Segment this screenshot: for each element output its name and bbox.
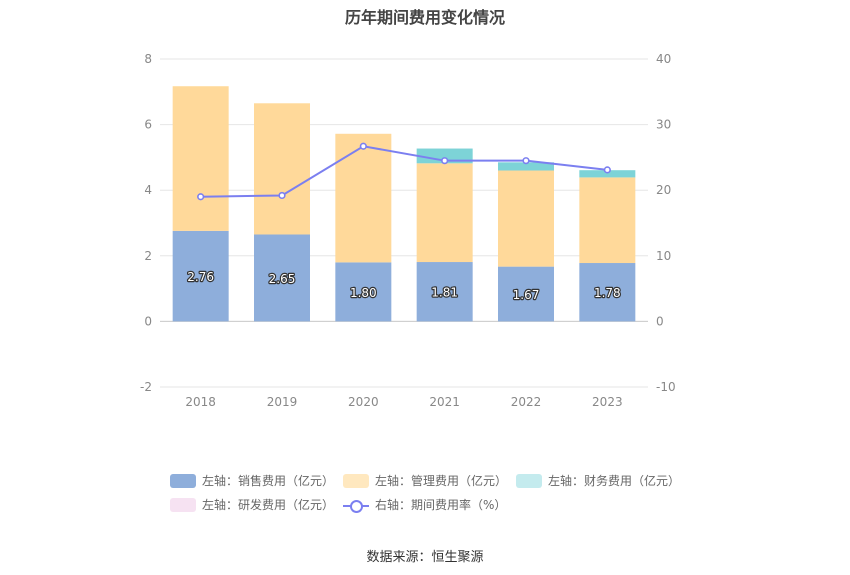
bar-finance (579, 170, 636, 178)
rate-point (359, 142, 367, 150)
x-tick-label: 2023 (592, 395, 623, 409)
bar-value-label: 1.67 (513, 288, 540, 302)
legend-swatch-sales (170, 473, 196, 488)
bar-sales (579, 263, 636, 322)
legend-label-sales: 左轴：销售费用（亿元） (202, 474, 335, 488)
bar-admin (498, 170, 554, 267)
legend-swatch-admin (343, 473, 369, 488)
bar-value-label: 2.76 (187, 270, 214, 284)
bar-value-label: 2.65 (269, 272, 296, 286)
rate-point (197, 193, 205, 201)
left-tick-label: 4 (144, 183, 152, 197)
bar-sales (172, 230, 229, 322)
bar-finance (498, 162, 554, 171)
rate-point (603, 166, 611, 174)
left-tick-label: 0 (144, 314, 152, 328)
bar-admin (416, 163, 473, 263)
bar-admin (172, 86, 229, 231)
chart-title: 历年期间费用变化情况 (344, 8, 505, 27)
right-tick-label: -10 (656, 380, 676, 394)
rate-point (441, 157, 449, 165)
data-source: 数据来源：恒生聚源 (366, 550, 484, 565)
bar-sales (335, 262, 392, 322)
legend-item-finance[interactable]: 左轴：财务费用（亿元） (516, 472, 680, 489)
legend-swatch-rnd (170, 497, 196, 512)
legend-swatch-finance (516, 473, 542, 488)
bar-value-label: 1.80 (350, 286, 377, 300)
legend-label-rnd: 左轴：研发费用（亿元） (202, 498, 335, 512)
bar-value-label: 1.78 (594, 286, 621, 300)
right-tick-label: 30 (656, 118, 671, 132)
legend-line-icon (343, 498, 369, 513)
right-tick-label: 0 (656, 314, 664, 328)
rate-point (278, 191, 286, 200)
legend-item-admin[interactable]: 左轴：管理费用（亿元） (343, 472, 507, 489)
right-tick-label: 20 (656, 183, 671, 197)
bar-value-label: 1.81 (431, 286, 458, 300)
left-tick-label: 2 (144, 249, 152, 263)
bar-admin (579, 177, 636, 264)
legend-label-rate: 右轴：期间费用率（%） (375, 498, 507, 512)
x-tick-label: 2019 (267, 395, 298, 409)
x-tick-label: 2022 (511, 395, 542, 409)
rate-line (200, 145, 608, 198)
x-tick-label: 2021 (429, 395, 460, 409)
left-tick-label: 8 (144, 52, 152, 66)
bar-finance (416, 148, 473, 164)
bar-admin (335, 133, 392, 263)
left-tick-label: -2 (140, 380, 152, 394)
bar-admin (254, 103, 310, 235)
left-tick-label: 6 (144, 118, 152, 132)
x-tick-label: 2018 (185, 395, 216, 409)
bar-sales (254, 234, 310, 322)
bar-sales (416, 262, 473, 322)
right-tick-label: 10 (656, 249, 671, 263)
x-tick-label: 2020 (348, 395, 379, 409)
right-tick-label: 40 (656, 52, 671, 66)
legend-item-rate[interactable]: 右轴：期间费用率（%） (343, 496, 506, 513)
legend-item-sales[interactable]: 左轴：销售费用（亿元） (170, 472, 334, 489)
bar-sales (498, 266, 554, 322)
legend-item-rnd[interactable]: 左轴：研发费用（亿元） (170, 496, 334, 513)
legend-label-finance: 左轴：财务费用（亿元） (548, 474, 681, 488)
legend-label-admin: 左轴：管理费用（亿元） (375, 474, 508, 488)
rate-point (522, 157, 530, 165)
